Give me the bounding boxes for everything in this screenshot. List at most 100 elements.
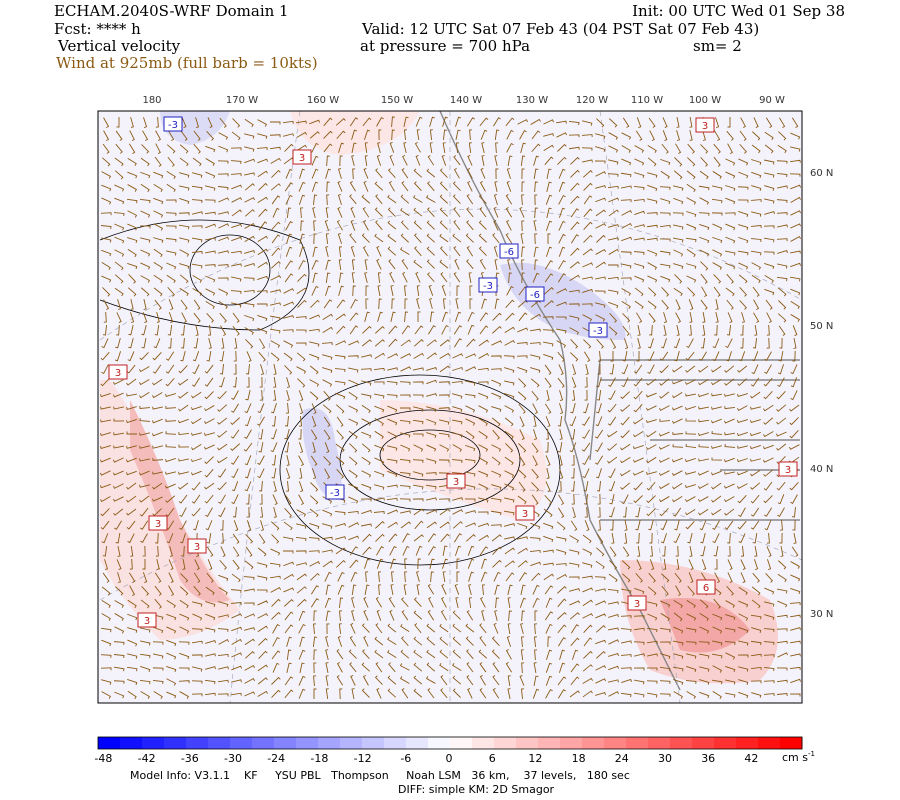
wind-barb bbox=[217, 417, 228, 425]
wind-barb bbox=[660, 198, 671, 205]
wind-barb bbox=[167, 286, 175, 297]
wind-barb bbox=[365, 571, 369, 583]
wind-barb bbox=[724, 212, 736, 216]
wind-barb bbox=[166, 144, 176, 154]
wind-barb bbox=[750, 614, 762, 620]
wind-barb bbox=[478, 418, 488, 426]
wind-barb bbox=[286, 390, 290, 401]
wind-barb bbox=[779, 519, 783, 531]
wind-barb bbox=[726, 273, 734, 284]
wind-barb bbox=[582, 548, 593, 556]
wind-barb bbox=[790, 314, 800, 322]
wind-barb bbox=[232, 312, 240, 323]
wind-barb bbox=[533, 155, 539, 166]
wind-barb bbox=[127, 653, 138, 659]
wind-barb bbox=[244, 627, 255, 631]
wind-barb bbox=[230, 443, 241, 451]
wind-barb bbox=[545, 481, 551, 492]
wind-barb bbox=[285, 246, 293, 257]
wind-barb bbox=[611, 532, 615, 544]
wind-barb bbox=[322, 379, 333, 387]
wind-barb bbox=[482, 584, 486, 596]
wind-barb bbox=[114, 170, 124, 180]
wind-barb bbox=[298, 649, 306, 660]
wind-barb bbox=[296, 573, 307, 581]
wind-barb bbox=[230, 290, 242, 294]
wind-barb bbox=[192, 601, 203, 607]
wind-barb bbox=[298, 390, 304, 401]
wind-barb bbox=[336, 416, 344, 427]
wind-barb bbox=[270, 548, 281, 556]
wind-barb bbox=[439, 662, 449, 672]
wind-barb bbox=[440, 675, 448, 686]
wind-barb bbox=[442, 116, 448, 127]
wind-barb bbox=[584, 520, 590, 531]
wind-barb bbox=[113, 483, 124, 489]
wind-barb bbox=[714, 558, 718, 570]
wind-barb bbox=[700, 144, 709, 154]
wind-barb bbox=[659, 444, 670, 450]
graticule-line bbox=[229, 110, 681, 704]
wind-barb bbox=[675, 143, 682, 154]
wind-barb bbox=[790, 288, 801, 296]
wind-barb bbox=[126, 198, 138, 204]
wind-barb bbox=[698, 393, 709, 398]
wind-barb bbox=[633, 377, 643, 387]
wind-barb bbox=[686, 666, 697, 673]
wind-barb bbox=[607, 456, 618, 464]
wind-barb bbox=[595, 197, 606, 203]
wind-barb bbox=[114, 600, 124, 608]
wind-barb bbox=[257, 547, 267, 557]
wind-barb bbox=[313, 662, 317, 674]
wind-barb bbox=[467, 168, 473, 179]
wind-barb bbox=[753, 299, 760, 310]
wind-barb bbox=[534, 181, 538, 193]
wind-barb bbox=[714, 117, 720, 128]
wind-barb bbox=[789, 276, 801, 282]
wind-barb bbox=[763, 417, 774, 425]
wind-barb bbox=[452, 432, 463, 438]
wind-barb bbox=[166, 626, 177, 634]
contour-label-box bbox=[325, 484, 345, 500]
wind-barb bbox=[545, 194, 553, 205]
wind-barb bbox=[608, 159, 619, 165]
wind-barb bbox=[634, 210, 645, 216]
contour-label-box bbox=[525, 286, 545, 302]
wind-barb bbox=[143, 299, 147, 310]
wind-barb bbox=[491, 392, 502, 400]
wind-barb bbox=[426, 168, 436, 178]
wind-barb bbox=[620, 172, 632, 178]
wind-barb bbox=[724, 444, 736, 448]
wind-barb bbox=[325, 688, 329, 700]
wind-barb bbox=[634, 587, 645, 595]
wind-barb bbox=[117, 299, 121, 310]
wind-barb bbox=[217, 679, 229, 683]
wind-barb bbox=[608, 248, 619, 255]
wind-barb bbox=[415, 545, 423, 556]
longitude-label: 90 W bbox=[759, 95, 785, 106]
wind-barb bbox=[231, 302, 242, 308]
wind-barb bbox=[508, 272, 512, 284]
wind-barb bbox=[508, 610, 512, 622]
wind-barb bbox=[555, 316, 567, 320]
wind-barb bbox=[725, 351, 732, 362]
wind-barb bbox=[582, 613, 593, 619]
wind-barb bbox=[711, 212, 723, 216]
wind-barb bbox=[674, 572, 682, 583]
wind-barb bbox=[583, 637, 593, 647]
wind-barb bbox=[714, 130, 721, 141]
wind-barb bbox=[335, 522, 346, 527]
wind-barb bbox=[454, 584, 460, 595]
wind-barb bbox=[322, 509, 333, 517]
wind-barb bbox=[492, 546, 502, 555]
wind-barb bbox=[685, 393, 696, 397]
wind-barb bbox=[685, 418, 697, 422]
wind-barb bbox=[763, 641, 775, 645]
wind-barb bbox=[311, 416, 317, 427]
wind-barb bbox=[296, 131, 307, 138]
wind-barb bbox=[568, 289, 580, 293]
wind-barb bbox=[426, 444, 437, 452]
wind-barb bbox=[789, 640, 801, 644]
wind-barb bbox=[659, 470, 670, 476]
wind-barb bbox=[126, 364, 136, 374]
